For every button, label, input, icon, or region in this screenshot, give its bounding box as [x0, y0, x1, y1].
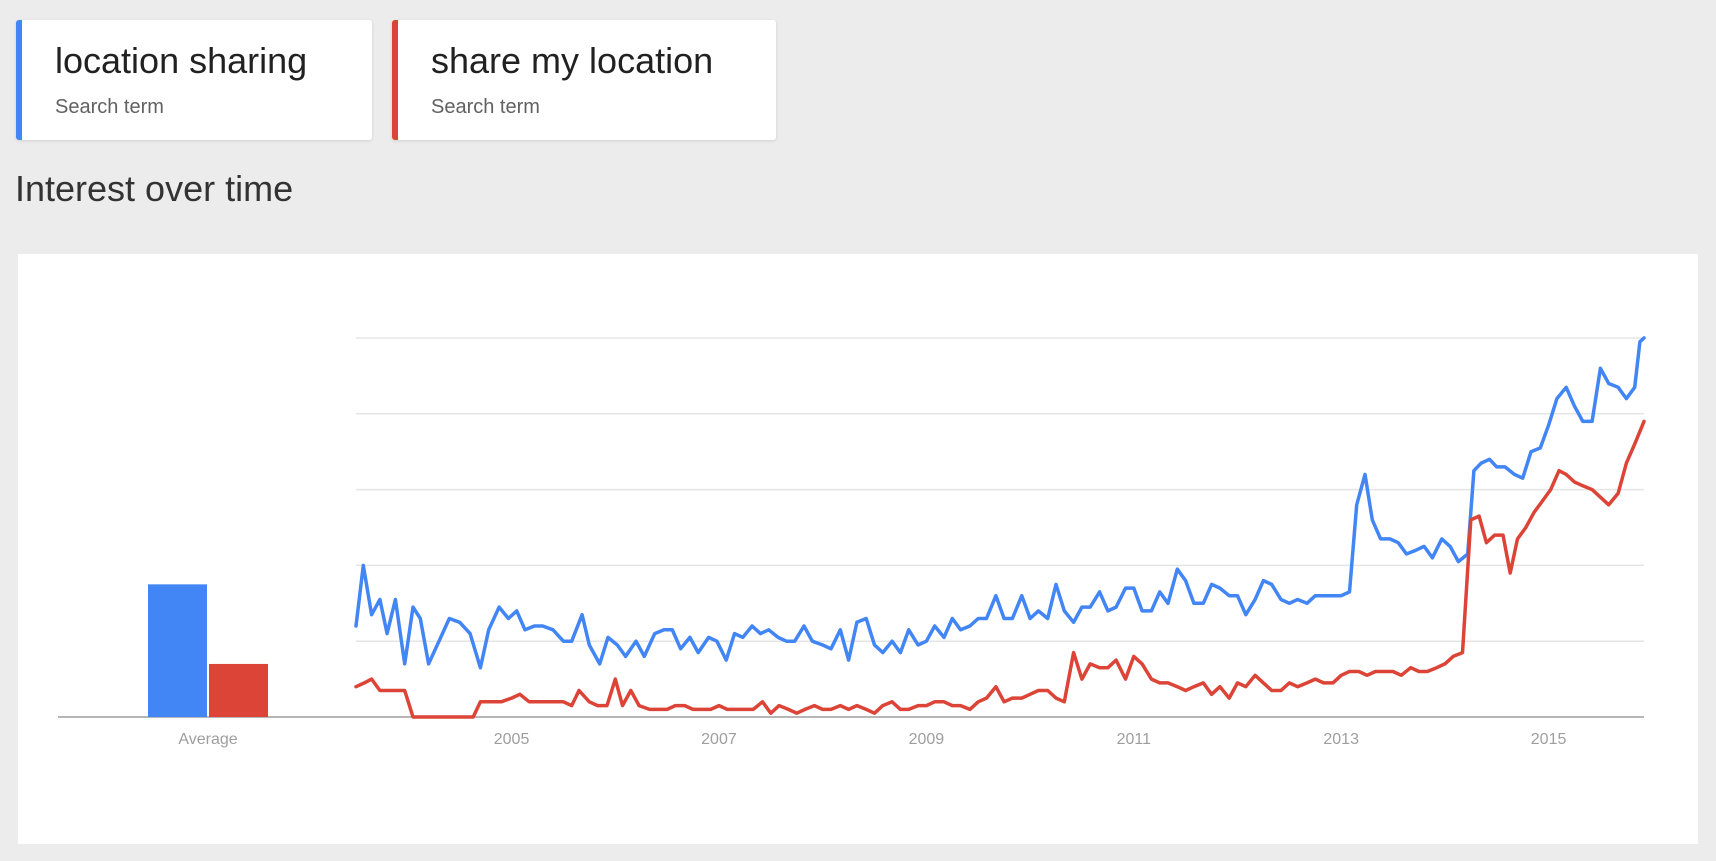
- search-term-card-location-sharing[interactable]: location sharing Search term: [16, 20, 372, 140]
- search-term-card-share-my-location[interactable]: share my location Search term: [392, 20, 776, 140]
- average-bar-share-my-location: [209, 663, 268, 717]
- search-term-subtitle: Search term: [431, 96, 540, 118]
- x-tick-label: 2011: [1117, 731, 1152, 748]
- x-tick-label: 2013: [1323, 731, 1359, 748]
- average-label: Average: [178, 731, 237, 748]
- series-line-share-my-location: [354, 419, 1646, 719]
- average-bar-location-sharing: [148, 584, 207, 717]
- x-tick-label: 2007: [701, 731, 737, 748]
- search-term-subtitle: Search term: [55, 96, 164, 118]
- chart-svg: Average 2005 2007 2009 2011 2013 2015: [58, 336, 1646, 748]
- x-tick-label: 2009: [909, 731, 945, 748]
- term-color-indicator: [16, 20, 22, 140]
- section-title: Interest over time: [15, 168, 294, 209]
- series-line-location-sharing: [354, 336, 1646, 670]
- interest-over-time-chart: Average 2005 2007 2009 2011 2013 2015: [18, 254, 1698, 844]
- term-color-indicator: [392, 20, 398, 140]
- x-tick-label: 2005: [494, 731, 530, 748]
- x-tick-label: 2015: [1531, 731, 1567, 748]
- search-term-label: share my location: [431, 40, 714, 81]
- search-term-label: location sharing: [55, 40, 308, 81]
